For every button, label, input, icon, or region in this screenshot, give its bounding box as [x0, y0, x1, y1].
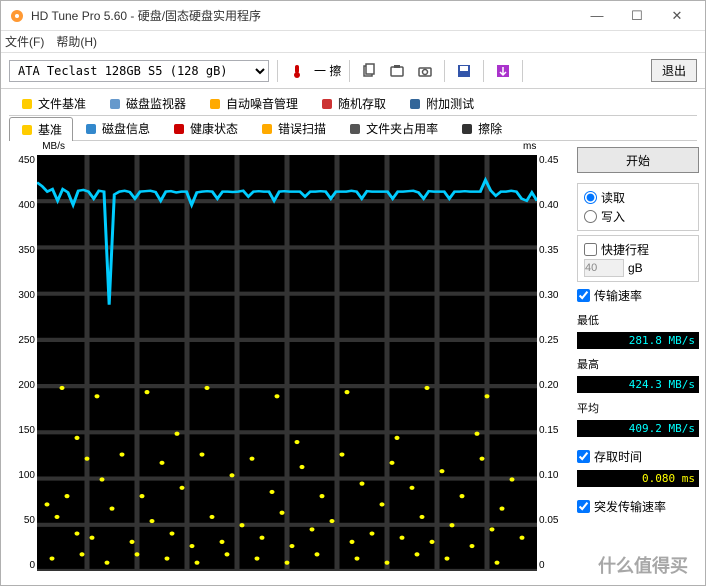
- burst-check[interactable]: 突发传输速率: [577, 497, 699, 516]
- start-button[interactable]: 开始: [577, 147, 699, 173]
- app-icon: [9, 8, 25, 24]
- tab-磁盘监视器[interactable]: 磁盘监视器: [97, 91, 197, 115]
- window-controls: — ☐ ✕: [577, 2, 697, 30]
- chart-area: MB/s 450400350300250200150100500 ms 0.45…: [7, 147, 569, 579]
- drive-select[interactable]: ATA Teclast 128GB S5 (128 gB): [9, 60, 269, 82]
- max-label: 最高: [577, 356, 699, 372]
- maximize-button[interactable]: ☐: [617, 2, 657, 30]
- tab-错误扫描[interactable]: 错误扫描: [249, 116, 337, 140]
- close-button[interactable]: ✕: [657, 2, 697, 30]
- transfer-check[interactable]: 传输速率: [577, 286, 699, 305]
- access-check[interactable]: 存取时间: [577, 447, 699, 466]
- right-unit: ms: [523, 141, 536, 152]
- tab-健康状态[interactable]: 健康状态: [161, 116, 249, 140]
- minimize-button[interactable]: —: [577, 2, 617, 30]
- content-area: MB/s 450400350300250200150100500 ms 0.45…: [1, 141, 705, 585]
- tab-row-1: 文件基准磁盘监视器自动噪音管理随机存取附加测试: [9, 91, 697, 116]
- tab-擦除[interactable]: 擦除: [449, 116, 513, 140]
- tab-文件夹占用率[interactable]: 文件夹占用率: [337, 116, 449, 140]
- access-value: 0.080 ms: [577, 470, 699, 487]
- app-window: HD Tune Pro 5.60 - 硬盘/固态硬盘实用程序 — ☐ ✕ 文件(…: [0, 0, 706, 586]
- write-radio[interactable]: 写入: [584, 207, 692, 226]
- y-axis-left: MB/s 450400350300250200150100500: [7, 147, 37, 579]
- menu-help[interactable]: 帮助(H): [56, 33, 97, 50]
- toolbar: ATA Teclast 128GB S5 (128 gB) 一 擦 退出: [1, 53, 705, 89]
- shortcut-value: [584, 259, 624, 277]
- tab-文件基准[interactable]: 文件基准: [9, 91, 97, 115]
- menubar: 文件(F) 帮助(H): [1, 31, 705, 53]
- side-panel: 开始 读取 写入 快捷行程 gB 传输速率 最低 281.8 MB/s 最高 4…: [577, 147, 699, 579]
- copy-icon[interactable]: [358, 60, 380, 82]
- tab-基准[interactable]: 基准: [9, 117, 73, 141]
- tab-随机存取[interactable]: 随机存取: [309, 91, 397, 115]
- temperature-icon[interactable]: [286, 60, 308, 82]
- options-icon[interactable]: [492, 60, 514, 82]
- exit-button[interactable]: 退出: [651, 59, 697, 82]
- window-title: HD Tune Pro 5.60 - 硬盘/固态硬盘实用程序: [31, 7, 577, 24]
- max-value: 424.3 MB/s: [577, 376, 699, 393]
- min-label: 最低: [577, 312, 699, 328]
- shortcut-check[interactable]: 快捷行程: [584, 240, 692, 259]
- left-unit: MB/s: [42, 141, 65, 152]
- titlebar: HD Tune Pro 5.60 - 硬盘/固态硬盘实用程序 — ☐ ✕: [1, 1, 705, 31]
- screenshot-icon[interactable]: [386, 60, 408, 82]
- mode-group: 读取 写入: [577, 183, 699, 231]
- save-icon[interactable]: [453, 60, 475, 82]
- gb-label: gB: [628, 261, 643, 275]
- watermark: 什么值得买: [598, 552, 688, 578]
- tabs-container: 文件基准磁盘监视器自动噪音管理随机存取附加测试 基准磁盘信息健康状态错误扫描文件…: [1, 89, 705, 141]
- avg-value: 409.2 MB/s: [577, 420, 699, 437]
- camera-icon[interactable]: [414, 60, 436, 82]
- y-axis-right: ms 0.450.400.350.300.250.200.150.100.050: [537, 147, 569, 579]
- shortcut-group: 快捷行程 gB: [577, 235, 699, 282]
- tab-附加测试[interactable]: 附加测试: [397, 91, 485, 115]
- min-value: 281.8 MB/s: [577, 332, 699, 349]
- avg-label: 平均: [577, 400, 699, 416]
- temp-action-label: 一 擦: [314, 62, 341, 79]
- chart-data: [37, 155, 537, 571]
- tab-磁盘信息[interactable]: 磁盘信息: [73, 116, 161, 140]
- menu-file[interactable]: 文件(F): [5, 33, 44, 50]
- benchmark-chart: [37, 155, 537, 571]
- tab-自动噪音管理[interactable]: 自动噪音管理: [197, 91, 309, 115]
- read-radio[interactable]: 读取: [584, 188, 692, 207]
- tab-row-2: 基准磁盘信息健康状态错误扫描文件夹占用率擦除: [9, 116, 697, 141]
